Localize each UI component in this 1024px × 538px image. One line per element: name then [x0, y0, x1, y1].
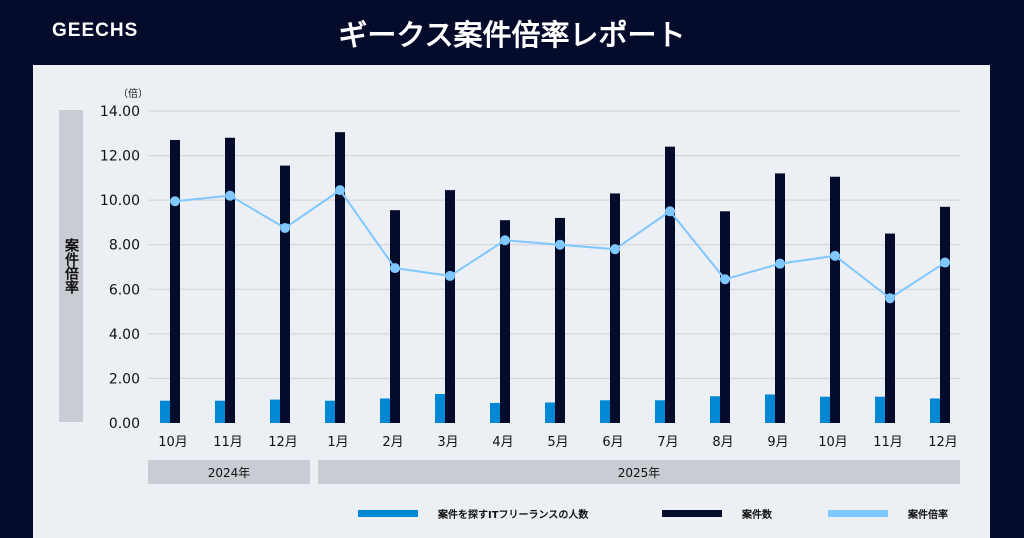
- bar-people: [380, 398, 390, 423]
- y-tick-label: 0.00: [109, 416, 140, 432]
- x-tick-label: 8月: [712, 435, 733, 450]
- x-tick-label: 3月: [437, 435, 458, 450]
- x-tick-label: 5月: [547, 435, 568, 450]
- x-tick-label: 6月: [602, 435, 623, 450]
- point-ratio: [775, 258, 785, 269]
- y-axis-label-text: 案件倍率: [63, 238, 79, 294]
- point-ratio: [170, 196, 180, 207]
- bar-projects: [280, 165, 290, 423]
- x-tick-label: 7月: [657, 435, 678, 450]
- bar-projects: [170, 139, 180, 423]
- y-tick-label: 6.00: [109, 282, 140, 298]
- bar-people: [490, 402, 500, 423]
- x-tick-label: 9月: [767, 435, 788, 450]
- y-tick-label: 4.00: [109, 327, 140, 343]
- point-ratio: [225, 190, 235, 201]
- x-tick-label: 11月: [873, 435, 903, 450]
- brand-logo: GEECHS: [52, 20, 139, 41]
- point-ratio: [390, 263, 400, 274]
- bar-people: [160, 400, 170, 423]
- point-ratio: [445, 270, 455, 281]
- legend-swatch: [358, 510, 418, 517]
- bar-projects: [225, 137, 235, 423]
- x-tick-label: 11月: [213, 435, 243, 450]
- legend-projects: 案件数: [662, 506, 772, 521]
- point-ratio: [280, 223, 290, 233]
- y-tick-label: 14.00: [100, 104, 140, 120]
- bar-people: [820, 396, 830, 423]
- bar-projects: [555, 217, 565, 423]
- bar-projects: [665, 146, 675, 423]
- point-ratio: [940, 257, 950, 268]
- bar-people: [435, 394, 445, 423]
- x-tick-label: 2月: [382, 435, 403, 450]
- x-tick-label: 12月: [928, 435, 958, 450]
- legend-label: 案件倍率: [908, 510, 948, 521]
- point-ratio: [555, 239, 565, 250]
- y-tick-label: 12.00: [100, 149, 140, 165]
- unit-label: （倍）: [118, 87, 148, 100]
- y-tick-label: 8.00: [109, 238, 140, 254]
- point-ratio: [335, 185, 345, 196]
- point-ratio: [885, 293, 895, 304]
- bar-people: [710, 396, 720, 423]
- legend-people: 案件を探すITフリーランスの人数: [358, 506, 588, 521]
- point-ratio: [720, 274, 730, 285]
- bar-people: [765, 394, 775, 423]
- x-tick-label: 12月: [268, 435, 298, 450]
- bar-projects: [940, 206, 950, 423]
- bar-people: [655, 400, 665, 423]
- bar-people: [270, 399, 280, 423]
- bar-projects: [885, 233, 895, 423]
- y-tick-label: 10.00: [100, 193, 140, 209]
- bar-projects: [500, 220, 510, 423]
- bar-projects: [830, 176, 840, 423]
- y-axis-label: 案件倍率: [59, 110, 83, 422]
- year-2025: 2025年: [318, 460, 960, 484]
- x-tick-label: 10月: [158, 435, 188, 450]
- legend-swatch: [828, 510, 888, 517]
- bar-people: [325, 400, 335, 423]
- bar-people: [545, 402, 555, 423]
- bar-projects: [610, 193, 620, 423]
- bar-people: [930, 398, 940, 423]
- year-2024: 2024年: [148, 460, 310, 484]
- bar-projects: [335, 132, 345, 423]
- x-tick-label: 1月: [327, 435, 348, 450]
- legend-swatch: [662, 510, 722, 517]
- bar-projects: [445, 190, 455, 423]
- page-title: ギークス案件倍率レポート: [338, 18, 686, 52]
- bar-people: [875, 396, 885, 423]
- point-ratio: [830, 250, 840, 261]
- legend-ratio: 案件倍率: [828, 506, 948, 521]
- x-tick-label: 10月: [818, 435, 848, 450]
- point-ratio: [610, 244, 620, 255]
- y-tick-label: 2.00: [109, 371, 140, 387]
- bar-people: [215, 400, 225, 423]
- bar-projects: [720, 211, 730, 423]
- bar-projects: [390, 210, 400, 423]
- x-tick-label: 4月: [492, 435, 513, 450]
- legend-label: 案件数: [742, 510, 772, 521]
- point-ratio: [665, 206, 675, 217]
- bar-people: [600, 400, 610, 423]
- bar-projects: [775, 173, 785, 423]
- legend-label: 案件を探すITフリーランスの人数: [438, 510, 589, 521]
- point-ratio: [500, 235, 510, 246]
